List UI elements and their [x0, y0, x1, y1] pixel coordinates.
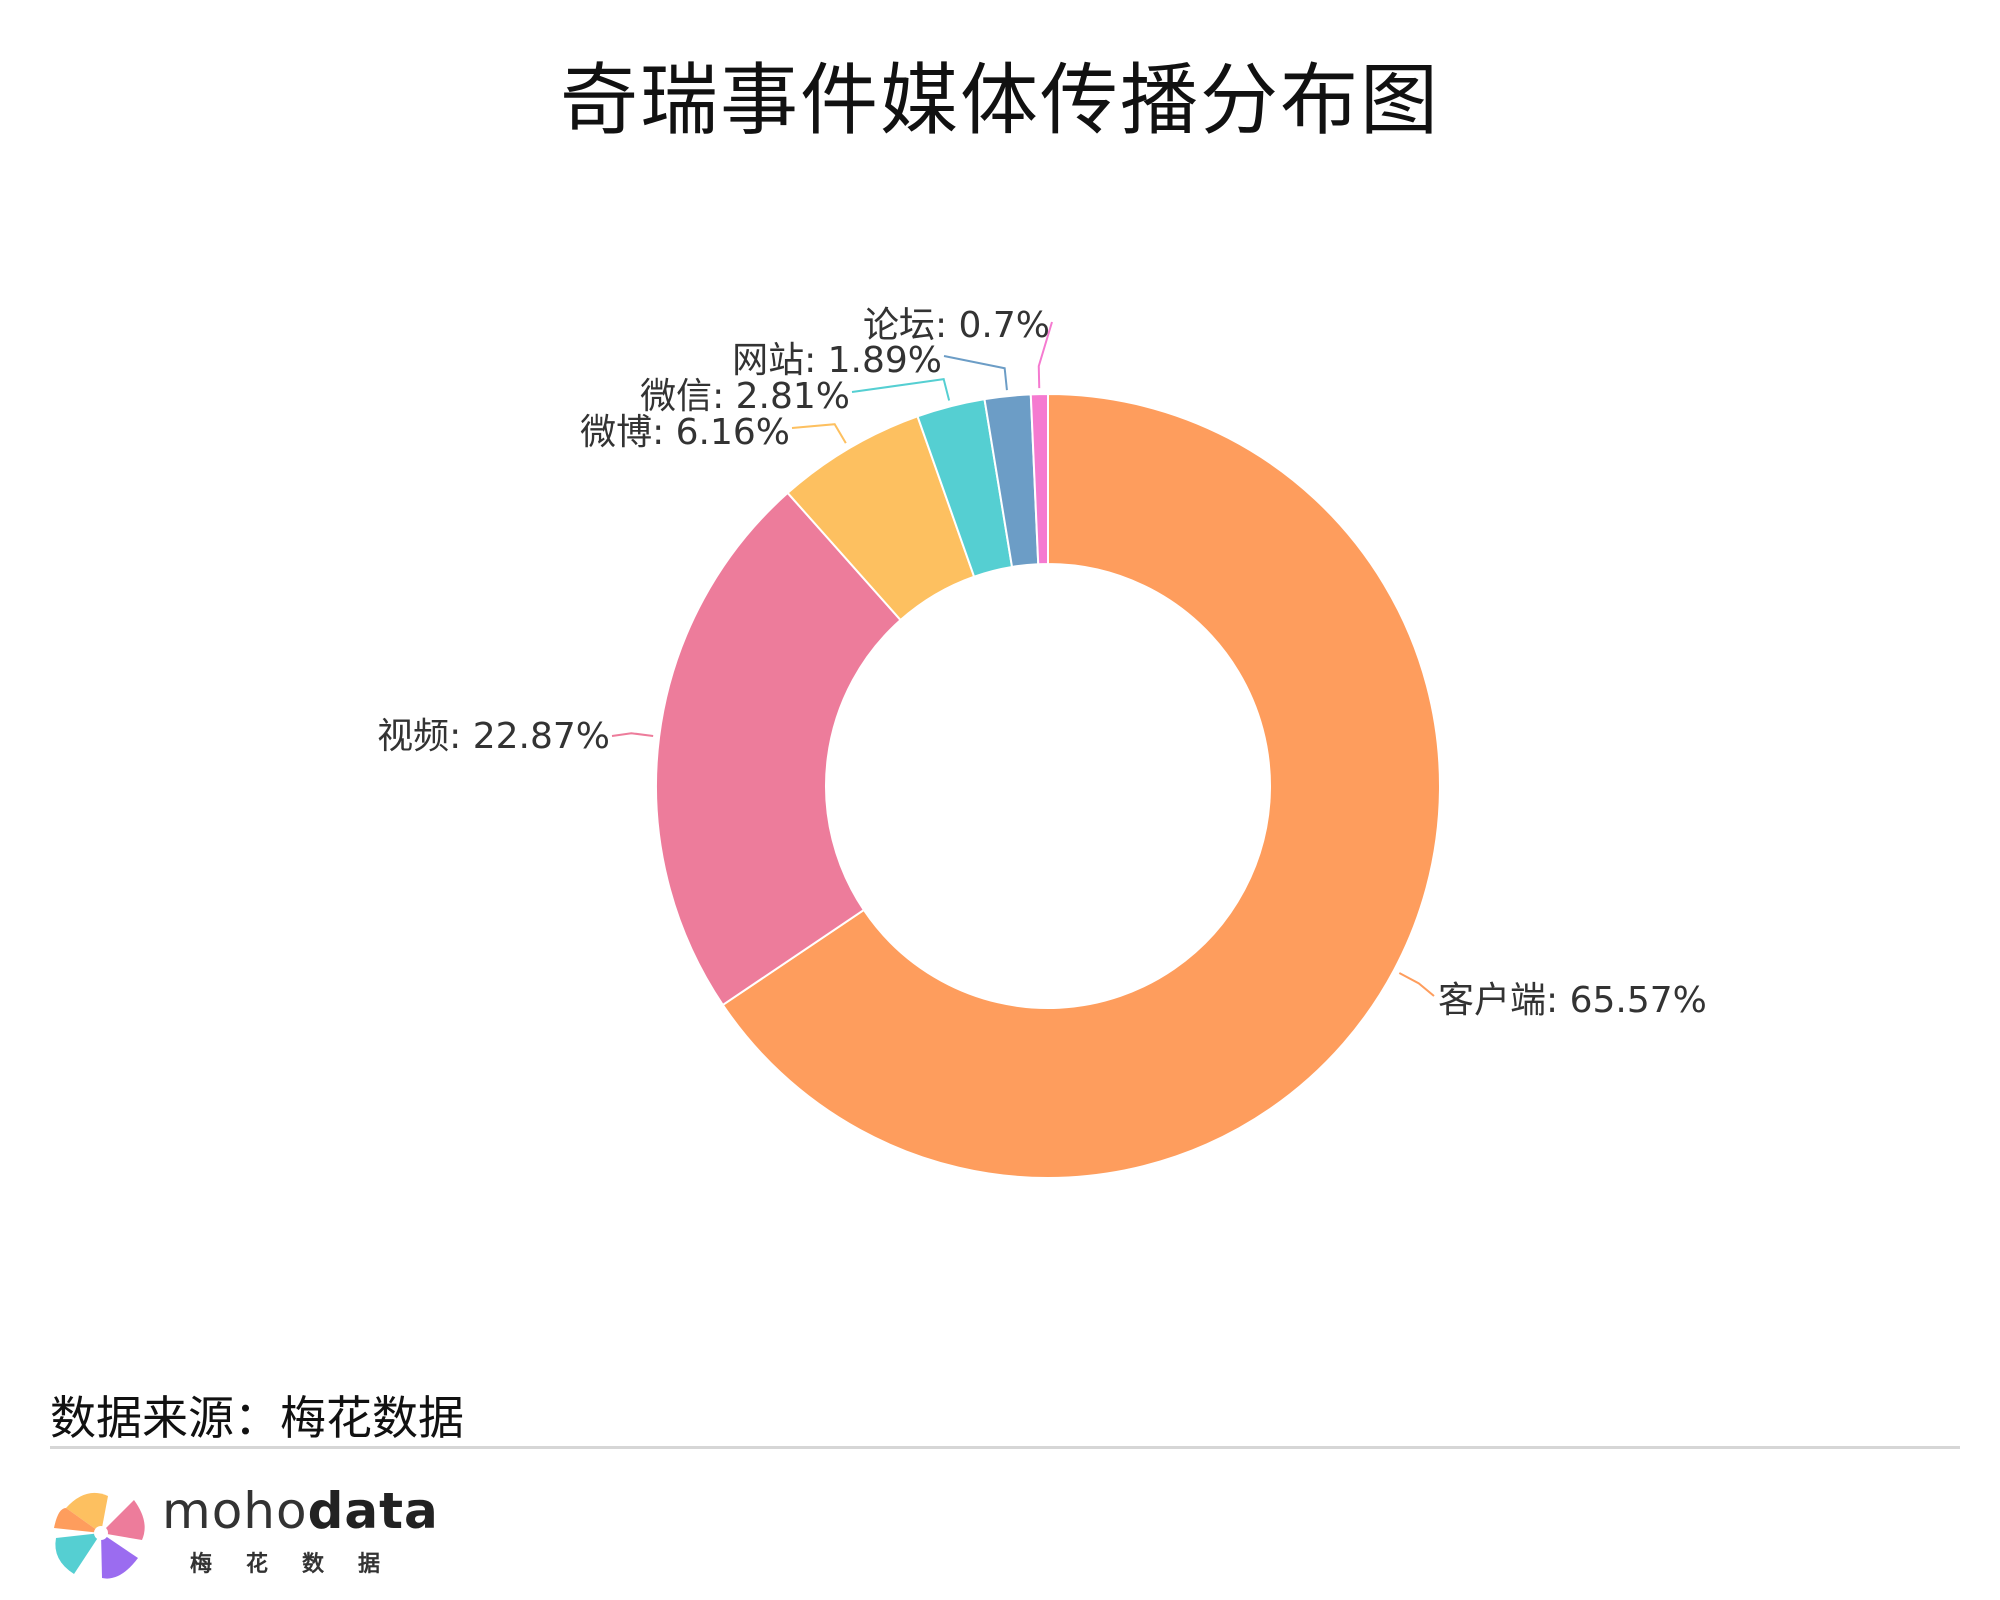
leader-line-微信 [851, 378, 951, 401]
brand-name-bold: data [307, 1482, 439, 1540]
leader-line-视频 [611, 732, 654, 737]
donut-chart: 客户端: 65.57% 视频: 22.87% 微博: 6.16%微信: 2.81%网… [377, 305, 1707, 1179]
leader-line-客户端 [1398, 972, 1435, 997]
slice-客户端[interactable] [721, 392, 1441, 1179]
leader-line-微博 [791, 423, 847, 444]
slice-label-微博: 微博: 6.16% [580, 412, 790, 453]
brand-name: mohodata [162, 1482, 439, 1540]
leader-line-论坛 [1037, 321, 1053, 389]
slice-label-客户端: 客户端: 65.57% [1438, 980, 1707, 1021]
slice-论坛[interactable] [1029, 392, 1049, 566]
mohodata-logo-icon [54, 1492, 145, 1579]
chart-title: 奇瑞事件媒体传播分布图 [559, 56, 1440, 146]
slice-label-视频: 视频: 22.87% [377, 716, 610, 757]
slice-label-微信: 微信: 2.81% [640, 376, 850, 417]
brand-subtitle: 梅花数据 [190, 1552, 415, 1577]
footer-divider [50, 1446, 1960, 1449]
leader-line-网站 [943, 355, 1008, 391]
slice-label-论坛: 论坛: 0.7% [863, 305, 1050, 346]
brand-name-light: moho [162, 1482, 308, 1540]
data-source-note: 数据来源：梅花数据 [50, 1391, 464, 1445]
slice-视频[interactable] [655, 491, 902, 1007]
slice-label-网站: 网站: 1.89% [732, 340, 942, 381]
